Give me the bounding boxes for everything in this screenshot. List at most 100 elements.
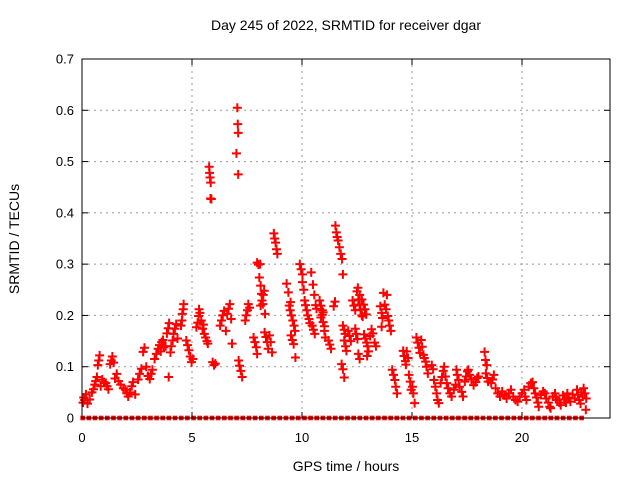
data-point-marker (402, 346, 412, 356)
data-point-marker (443, 383, 453, 393)
data-point-marker (224, 304, 234, 314)
data-point-marker (495, 391, 505, 401)
data-point-marker (334, 242, 344, 252)
data-point-marker (440, 371, 450, 381)
y-tick-label: 0.6 (56, 103, 74, 118)
y-tick-label: 0.7 (56, 52, 74, 67)
data-point-marker (465, 370, 475, 380)
data-point-marker (133, 375, 143, 385)
data-point-marker (341, 346, 351, 356)
data-point-marker (360, 334, 370, 344)
y-tick-label: 0.1 (56, 359, 74, 374)
data-point-marker (472, 373, 482, 383)
data-point-marker (367, 324, 377, 334)
data-point-marker (357, 295, 367, 305)
data-point-marker (257, 296, 267, 306)
data-point-marker (290, 326, 300, 336)
x-tick-label: 20 (515, 430, 529, 445)
data-point-marker (339, 372, 349, 382)
data-point-marker (546, 403, 556, 413)
data-point-marker (225, 299, 235, 309)
data-point-marker (338, 269, 348, 279)
data-point-marker (222, 309, 232, 319)
data-point-marker (427, 360, 437, 370)
data-point-marker (449, 385, 459, 395)
data-point-marker (297, 277, 307, 287)
x-tick-label: 5 (188, 430, 195, 445)
data-point-marker (488, 375, 498, 385)
data-point-marker (581, 394, 591, 404)
x-axis-label: GPS time / hours (292, 458, 400, 474)
data-point-marker (233, 119, 243, 129)
data-point-marker (359, 300, 369, 310)
data-point-marker (315, 296, 325, 306)
data-point-marker (170, 324, 180, 334)
data-point-marker (260, 327, 270, 337)
data-point-marker (345, 331, 355, 341)
data-point-marker (391, 382, 401, 392)
data-point-marker (203, 339, 213, 349)
data-point-marker (286, 330, 296, 340)
data-point-marker (375, 301, 385, 311)
data-point-marker (463, 365, 473, 375)
data-point-marker (159, 342, 169, 352)
data-point-marker (506, 385, 516, 395)
data-point-marker (282, 279, 292, 289)
data-point-marker (481, 368, 491, 378)
data-point-marker (338, 364, 348, 374)
data-point-marker (447, 391, 457, 401)
data-point-marker (150, 354, 160, 364)
chart-title: Day 245 of 2022, SRMTID for receiver dga… (210, 17, 481, 33)
data-point-marker (256, 281, 266, 291)
data-point-marker (255, 259, 265, 269)
data-point-marker (455, 382, 465, 392)
data-point-marker (252, 349, 262, 359)
data-point-marker (318, 307, 328, 317)
data-point-marker (141, 362, 151, 372)
data-point-marker (254, 272, 264, 282)
data-point-marker (329, 301, 339, 311)
data-point-marker (429, 375, 439, 385)
data-point-marker (403, 353, 413, 363)
data-point-marker (389, 370, 399, 380)
data-point-marker (473, 371, 483, 381)
data-point-marker (236, 366, 246, 376)
x-tick-label: 10 (295, 430, 309, 445)
data-point-marker (290, 352, 300, 362)
data-point-marker (272, 249, 282, 259)
data-point-marker (296, 264, 306, 274)
data-point-marker (107, 351, 117, 361)
data-point-marker (145, 374, 155, 384)
data-point-marker (195, 308, 205, 318)
data-point-marker (226, 314, 236, 324)
y-tick-label: 0.4 (56, 205, 74, 220)
data-point-marker (457, 387, 467, 397)
data-point-marker (206, 178, 216, 188)
data-point-marker (260, 309, 270, 319)
data-point-marker (181, 336, 191, 346)
data-point-marker (452, 370, 462, 380)
data-point-marker (338, 321, 348, 331)
data-point-marker (355, 354, 365, 364)
data-point-marker (233, 128, 243, 138)
data-point-marker (410, 398, 420, 408)
data-point-marker (92, 372, 102, 382)
data-point-marker (556, 400, 566, 410)
data-point-marker (301, 300, 311, 310)
data-point-marker (245, 303, 255, 313)
data-point-marker (458, 391, 468, 401)
data-point-marker (198, 320, 208, 330)
data-point-marker (138, 347, 148, 357)
y-tick-label: 0.3 (56, 257, 74, 272)
data-point-marker (135, 369, 145, 379)
data-point-marker (264, 330, 274, 340)
data-point-marker (562, 388, 572, 398)
data-point-marker (480, 347, 490, 357)
data-point-marker (250, 337, 260, 347)
data-point-marker (336, 249, 346, 259)
data-point-marker (543, 398, 553, 408)
data-point-marker (81, 389, 91, 399)
data-point-marker (423, 368, 433, 378)
data-point-marker (232, 103, 242, 113)
